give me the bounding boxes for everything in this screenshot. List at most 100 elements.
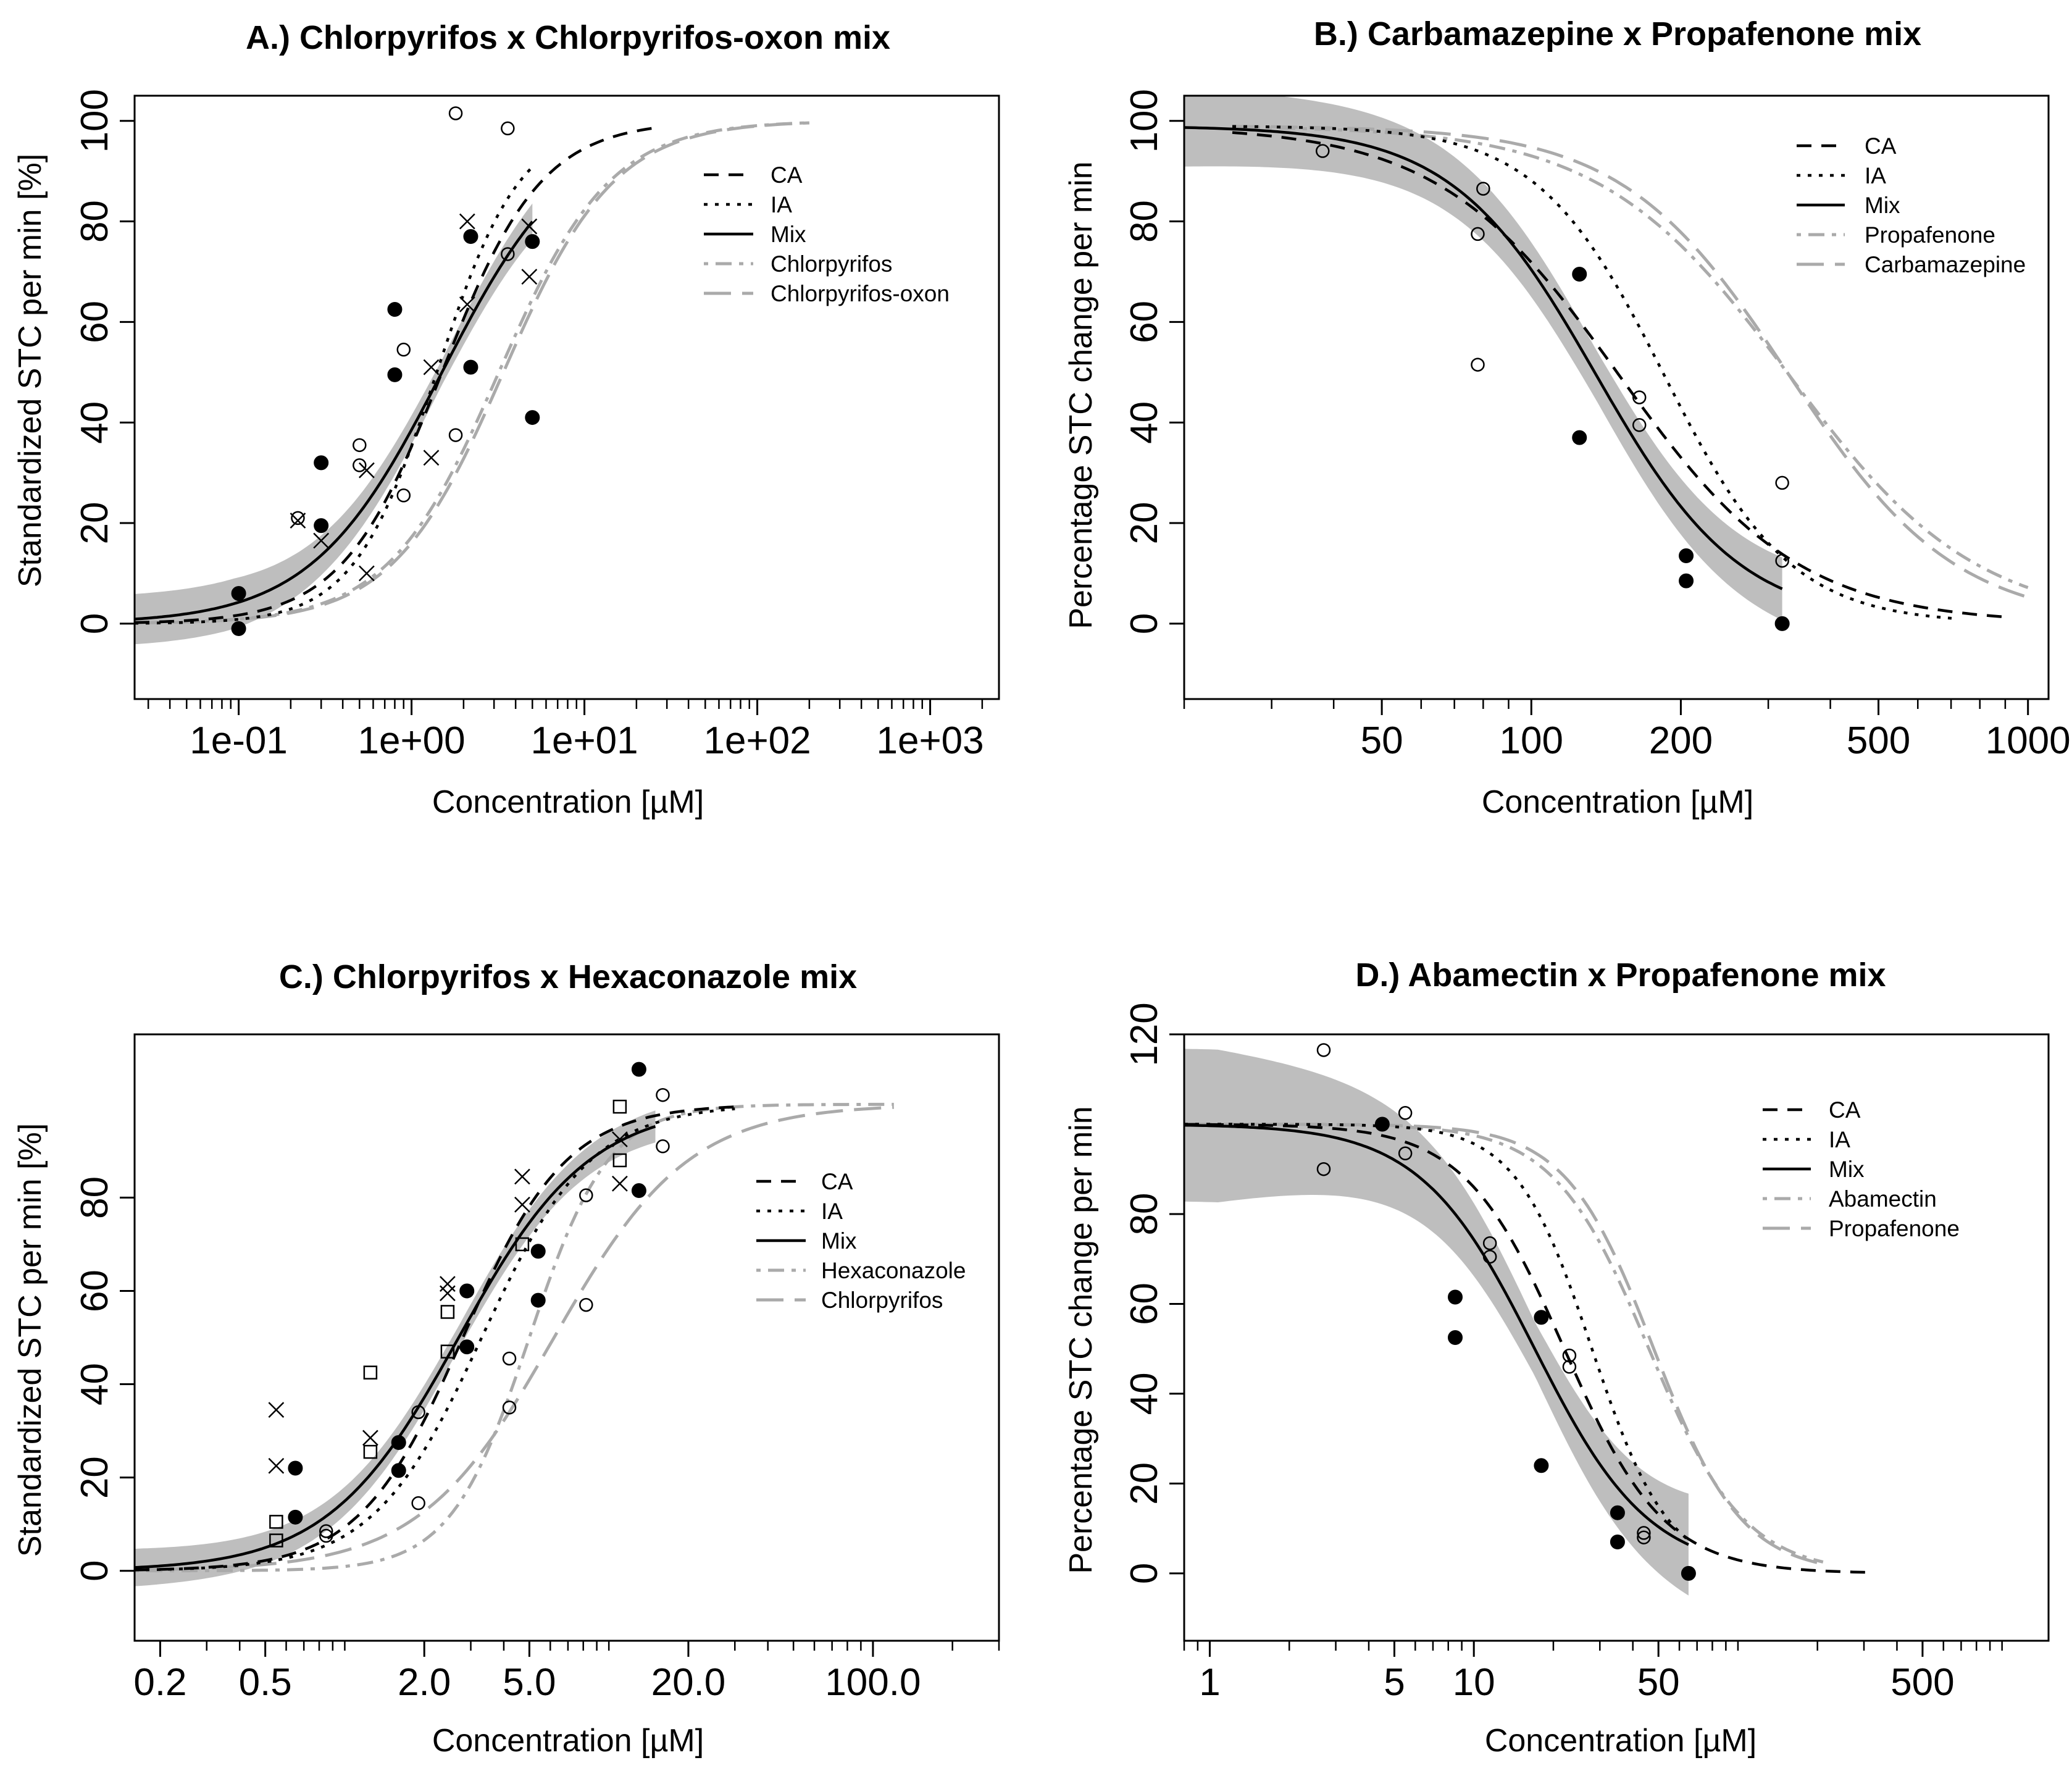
x-tick-label: 50 bbox=[1637, 1661, 1680, 1704]
x-tick-label: 1e+00 bbox=[358, 719, 466, 762]
data-point-filled bbox=[231, 586, 246, 601]
data-point-cross bbox=[521, 269, 538, 285]
curve-ca bbox=[1232, 131, 2006, 619]
data-point-cross bbox=[521, 218, 538, 235]
data-point-open bbox=[291, 511, 305, 526]
confidence-band bbox=[135, 203, 533, 645]
y-tick-label: 0 bbox=[1123, 1563, 1166, 1584]
x-tick-label: 500 bbox=[1890, 1661, 1954, 1704]
data-point-filled bbox=[1679, 573, 1694, 589]
data-point-filled bbox=[459, 1339, 475, 1355]
data-point-open bbox=[1482, 1249, 1497, 1264]
curve-ca bbox=[135, 127, 654, 624]
curve-propafenone bbox=[1232, 125, 2029, 589]
x-tick-label: 2.0 bbox=[398, 1661, 451, 1704]
data-point-filled bbox=[530, 1292, 546, 1308]
data-point-square bbox=[612, 1099, 627, 1114]
data-point-cross bbox=[440, 1285, 456, 1302]
plot-frame bbox=[133, 1033, 1000, 1642]
x-tick-label: 200 bbox=[1649, 719, 1713, 762]
legend-label: Mix bbox=[1865, 193, 1900, 218]
data-point-open bbox=[1775, 475, 1789, 490]
panel-c-y-axis-title: Standardized STC per min [%] bbox=[12, 1123, 48, 1557]
data-point-cross bbox=[459, 213, 475, 230]
x-tick-label: 1e+01 bbox=[531, 719, 638, 762]
curve-ca bbox=[1184, 1123, 1875, 1574]
data-point-open bbox=[448, 428, 463, 442]
x-tick-label: 1e+03 bbox=[877, 719, 984, 762]
y-tick-label: 60 bbox=[1123, 1283, 1166, 1325]
legend-label: Mix bbox=[771, 222, 806, 247]
data-point-cross bbox=[423, 359, 440, 375]
data-point-filled bbox=[631, 1183, 646, 1199]
y-tick-label: 80 bbox=[73, 1176, 116, 1219]
data-point-open bbox=[396, 488, 411, 503]
panel-d-plot-layer: 1 5 10 50 500 0 20 40 60 80 120 CA IA Mix Abamectin Pro… bbox=[1123, 1002, 2050, 1704]
data-point-filled bbox=[288, 1460, 303, 1476]
data-point-open bbox=[656, 1139, 670, 1154]
y-tick-label: 40 bbox=[1123, 1372, 1166, 1415]
data-point-open bbox=[1471, 358, 1485, 372]
plot-area-d bbox=[1184, 1043, 1875, 1596]
panel-a-x-axis-title: Concentration [µM] bbox=[432, 784, 704, 820]
x-tick-label: 50 bbox=[1361, 719, 1403, 762]
legend-d: CA IA Mix Abamectin Propafenone bbox=[1763, 1097, 1960, 1241]
data-point-filled bbox=[463, 228, 478, 244]
data-point-cross bbox=[611, 1175, 628, 1192]
data-point-cross bbox=[313, 532, 330, 549]
panel-a: A.) Chlorpyrifos x Chlorpyrifos-oxon mix… bbox=[12, 19, 1000, 820]
x-tick-label: 0.2 bbox=[133, 1661, 186, 1704]
data-point-open bbox=[1476, 182, 1490, 196]
legend-a: CA IA Mix Chlorpyrifos Chlorpyrifos-oxon bbox=[704, 162, 950, 306]
data-point-open bbox=[1637, 1530, 1651, 1544]
data-point-cross bbox=[290, 513, 306, 529]
data-point-square bbox=[363, 1444, 378, 1459]
x-tick-label: 500 bbox=[1847, 719, 1910, 762]
legend-label: Chlorpyrifos-oxon bbox=[771, 281, 950, 306]
legend-label: Propafenone bbox=[1829, 1216, 1960, 1241]
data-point-filled bbox=[1572, 430, 1587, 445]
data-point-filled bbox=[459, 1283, 475, 1299]
legend-label: Chlorpyrifos bbox=[771, 251, 892, 277]
y-tick-label: 80 bbox=[1123, 200, 1166, 243]
panel-b-plot-layer: 50 100 200 500 1000 0 20 40 60 80 100 CA IA Mix Propaf… bbox=[1123, 89, 2071, 762]
data-point-open bbox=[353, 458, 367, 472]
curve-propafenone bbox=[1184, 1123, 1824, 1565]
legend-label: Chlorpyrifos bbox=[821, 1288, 943, 1313]
x-tick-label: 20.0 bbox=[651, 1661, 726, 1704]
data-point-filled bbox=[314, 518, 329, 534]
y-tick-label: 100 bbox=[73, 89, 116, 153]
x-tick-label: 5.0 bbox=[503, 1661, 556, 1704]
curve-ia bbox=[135, 165, 533, 625]
data-point-open bbox=[579, 1297, 593, 1312]
panel-a-title: A.) Chlorpyrifos x Chlorpyrifos-oxon mix bbox=[246, 19, 890, 56]
data-point-open bbox=[1632, 390, 1647, 404]
y-tick-label: 80 bbox=[73, 200, 116, 243]
data-point-cross bbox=[268, 1402, 285, 1418]
y-tick-label: 20 bbox=[1123, 502, 1166, 545]
data-point-square bbox=[363, 1365, 378, 1380]
data-point-open bbox=[1316, 1162, 1331, 1176]
panel-d: D.) Abamectin x Propafenone mix Concentr… bbox=[1063, 957, 2050, 1759]
x-tick-label: 0.5 bbox=[239, 1661, 292, 1704]
data-point-open bbox=[1471, 227, 1485, 241]
y-tick-label: 20 bbox=[73, 1456, 116, 1499]
data-point-open bbox=[396, 342, 411, 357]
legend-label: CA bbox=[1865, 133, 1897, 159]
data-point-open bbox=[1562, 1348, 1577, 1363]
y-tick-label: 40 bbox=[1123, 401, 1166, 444]
data-point-filled bbox=[1679, 548, 1694, 563]
data-point-filled bbox=[387, 367, 403, 382]
legend-label: IA bbox=[1865, 163, 1886, 188]
plot-frame bbox=[133, 94, 1000, 700]
data-point-open bbox=[502, 1351, 517, 1366]
y-tick-label: 20 bbox=[73, 502, 116, 545]
y-tick-label: 0 bbox=[73, 1560, 116, 1581]
data-point-open bbox=[579, 1188, 593, 1202]
legend-label: Propafenone bbox=[1865, 222, 1995, 248]
data-point-open bbox=[1775, 553, 1789, 568]
data-point-open bbox=[501, 121, 515, 136]
panel-c-title: C.) Chlorpyrifos x Hexaconazole mix bbox=[279, 958, 857, 995]
data-point-filled bbox=[1534, 1310, 1549, 1325]
